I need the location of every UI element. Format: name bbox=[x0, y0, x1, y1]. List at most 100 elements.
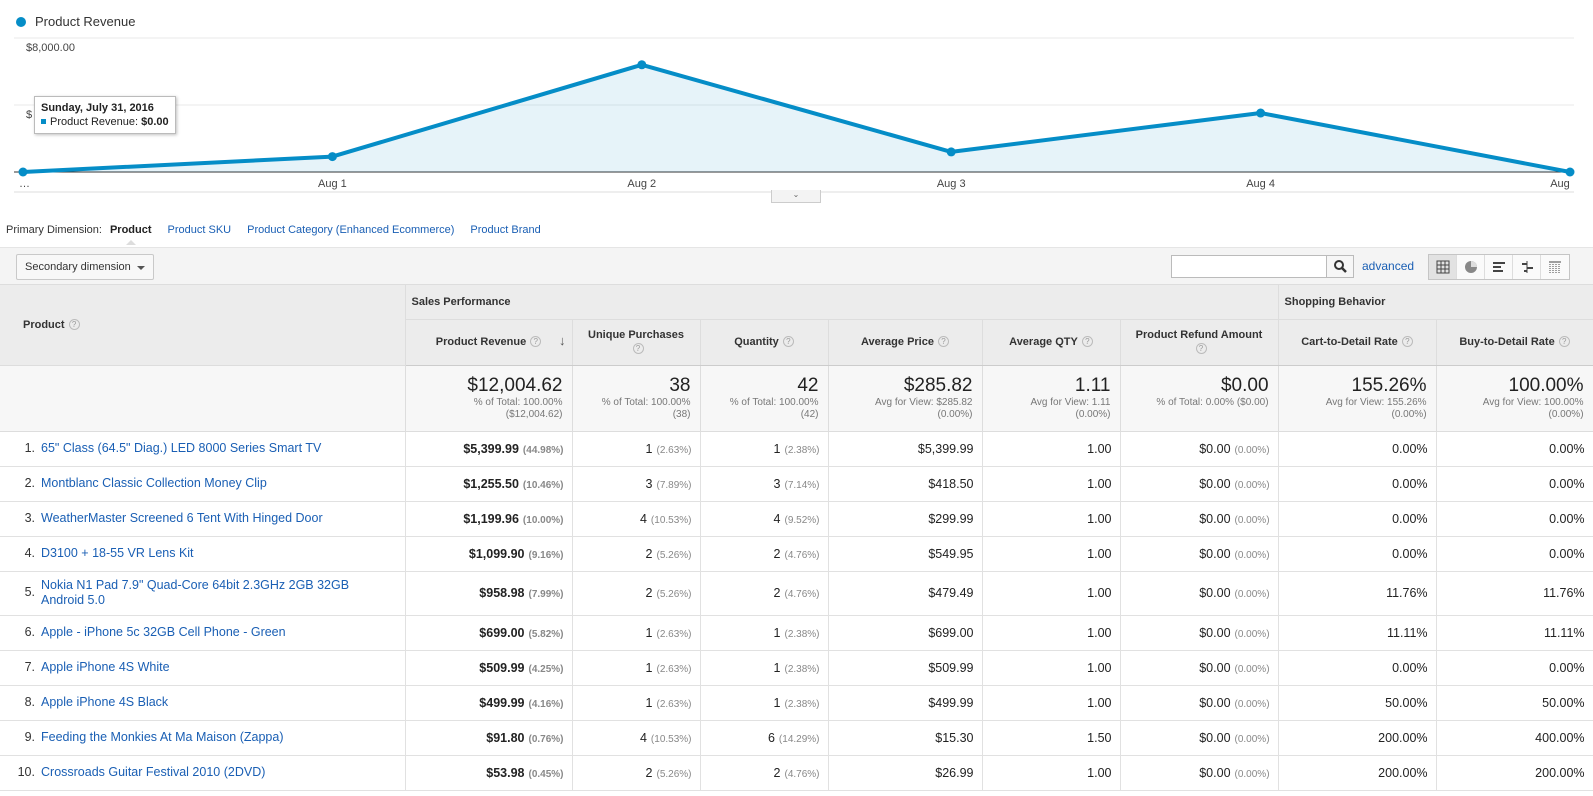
x-tick-label: Aug 2 bbox=[627, 178, 656, 190]
unique-pct: (5.26%) bbox=[656, 589, 692, 600]
table-row: 4. D3100 + 18-55 VR Lens Kit $1,099.90 (9.1… bbox=[0, 536, 1593, 572]
series-area bbox=[23, 64, 1570, 172]
refund-value: $0.00 bbox=[1199, 546, 1231, 561]
col-average-price-label: Average Price bbox=[861, 336, 934, 348]
primary-dimension-product-brand[interactable]: Product Brand bbox=[470, 224, 541, 236]
series-points bbox=[18, 60, 1575, 177]
primary-dimension-product[interactable]: Product bbox=[109, 224, 152, 245]
buy-rate-cell: 0.00% bbox=[1436, 501, 1593, 537]
view-bar-button[interactable] bbox=[1485, 255, 1513, 279]
avg-qty-cell: 1.00 bbox=[982, 501, 1121, 537]
revenue-value: $699.00 bbox=[479, 625, 525, 640]
help-icon[interactable]: ? bbox=[1401, 336, 1413, 347]
view-comparison-button[interactable] bbox=[1513, 255, 1541, 279]
col-quantity[interactable]: Quantity? bbox=[700, 319, 829, 366]
product-link[interactable]: Nokia N1 Pad 7.9" Quad-Core 64bit 2.3GHz… bbox=[41, 578, 350, 607]
unique-value: 4 bbox=[639, 730, 647, 745]
totals-avg-qty-value: 1.11 bbox=[1074, 374, 1111, 396]
cart-rate-cell: 0.00% bbox=[1278, 501, 1437, 537]
column-header-row: Product Revenue? ↓ Unique Purchases? Quan… bbox=[0, 319, 1593, 366]
col-average-price[interactable]: Average Price? bbox=[828, 319, 983, 366]
revenue-pct: (10.00%) bbox=[522, 514, 564, 526]
data-point[interactable] bbox=[18, 167, 28, 177]
data-point[interactable] bbox=[637, 60, 647, 70]
revenue-cell: $699.00 (5.82%) bbox=[405, 615, 573, 651]
view-pivot-button[interactable] bbox=[1541, 255, 1569, 279]
table-row: 10. Crossroads Guitar Festival 2010 (2DVD… bbox=[0, 755, 1593, 791]
totals-refund-value: $0.00 bbox=[1220, 374, 1269, 396]
sort-descending-icon[interactable]: ↓ bbox=[559, 332, 566, 348]
totals-qty-sub2: (42) bbox=[800, 408, 819, 420]
unique-cell: 1 (2.63%) bbox=[572, 431, 701, 467]
unique-value: 3 bbox=[645, 476, 653, 491]
data-point[interactable] bbox=[327, 152, 337, 162]
revenue-pct: (10.46%) bbox=[522, 479, 564, 491]
x-tick-label: Aug bbox=[1550, 178, 1570, 190]
legend-label: Product Revenue bbox=[35, 14, 136, 29]
totals-avg-price-value: $285.82 bbox=[903, 374, 973, 396]
qty-pct: (4.76%) bbox=[784, 549, 820, 561]
product-link[interactable]: Apple iPhone 4S Black bbox=[41, 695, 169, 710]
unique-value: 1 bbox=[645, 625, 653, 640]
qty-value: 1 bbox=[773, 660, 781, 675]
table-search-input[interactable] bbox=[1171, 255, 1327, 278]
col-product-refund-amount[interactable]: Product Refund Amount? bbox=[1120, 319, 1279, 366]
buy-rate-cell: 0.00% bbox=[1436, 650, 1593, 686]
primary-dimension-product-sku[interactable]: Product SKU bbox=[167, 224, 232, 236]
col-product-revenue[interactable]: Product Revenue? ↓ bbox=[405, 319, 573, 366]
product-link[interactable]: Crossroads Guitar Festival 2010 (2DVD) bbox=[41, 765, 266, 780]
col-cart-to-detail-rate-label: Cart-to-Detail Rate bbox=[1301, 336, 1398, 348]
buy-rate-cell: 11.11% bbox=[1436, 615, 1593, 651]
product-cell: 6. Apple - iPhone 5c 32GB Cell Phone - Gr… bbox=[0, 615, 406, 651]
product-link[interactable]: 65" Class (64.5" Diag.) LED 8000 Series … bbox=[41, 441, 322, 456]
x-tick-labels: … Aug 1 Aug 2 Aug 3 Aug 4 Aug bbox=[19, 178, 1570, 190]
advanced-filter-link[interactable]: advanced bbox=[1362, 259, 1415, 273]
view-table-button[interactable] bbox=[1429, 255, 1457, 279]
product-link[interactable]: Montblanc Classic Collection Money Clip bbox=[41, 476, 267, 491]
product-link[interactable]: WeatherMaster Screened 6 Tent With Hinge… bbox=[41, 511, 323, 526]
help-icon[interactable]: ? bbox=[1558, 336, 1570, 347]
product-cell: 4. D3100 + 18-55 VR Lens Kit bbox=[0, 536, 406, 572]
col-product-header[interactable]: Product? bbox=[0, 285, 406, 366]
product-link[interactable]: Apple iPhone 4S White bbox=[41, 660, 170, 675]
help-icon[interactable]: ? bbox=[530, 336, 542, 347]
primary-dimension-product-category[interactable]: Product Category (Enhanced Ecommerce) bbox=[247, 224, 455, 236]
unique-pct: (5.26%) bbox=[656, 549, 692, 561]
help-icon[interactable]: ? bbox=[937, 336, 949, 347]
unique-cell: 4 (10.53%) bbox=[572, 720, 701, 756]
primary-dimension-label: Primary Dimension: bbox=[6, 224, 102, 236]
refund-value: $0.00 bbox=[1199, 695, 1231, 710]
col-cart-to-detail-rate[interactable]: Cart-to-Detail Rate? bbox=[1278, 319, 1437, 366]
chart-collapse-toggle[interactable]: ⌄ bbox=[771, 190, 821, 203]
cart-rate-cell: 0.00% bbox=[1278, 536, 1437, 572]
product-link[interactable]: D3100 + 18-55 VR Lens Kit bbox=[41, 546, 194, 561]
qty-pct: (2.38%) bbox=[784, 698, 820, 710]
data-point[interactable] bbox=[1256, 108, 1266, 118]
cart-rate-cell: 0.00% bbox=[1278, 431, 1437, 467]
help-icon[interactable]: ? bbox=[68, 318, 80, 330]
table-row: 7. Apple iPhone 4S White $509.99 (4.25%) 1 (2… bbox=[0, 650, 1593, 686]
data-point[interactable] bbox=[1565, 167, 1575, 177]
cart-rate-cell: 50.00% bbox=[1278, 685, 1437, 721]
totals-cart-sub2: (0.00%) bbox=[1391, 408, 1427, 420]
help-icon[interactable]: ? bbox=[632, 343, 644, 354]
view-pie-button[interactable] bbox=[1457, 255, 1485, 279]
refund-pct: (0.00%) bbox=[1234, 768, 1270, 780]
chart-legend[interactable]: Product Revenue bbox=[16, 14, 135, 29]
data-point[interactable] bbox=[946, 147, 956, 157]
tooltip-value: $0.00 bbox=[141, 116, 169, 128]
col-quantity-label: Quantity bbox=[734, 336, 779, 348]
secondary-dimension-dropdown[interactable]: Secondary dimension bbox=[16, 254, 154, 280]
revenue-cell: $1,255.50 (10.46%) bbox=[405, 466, 573, 502]
help-icon[interactable]: ? bbox=[1195, 343, 1207, 354]
col-unique-purchases[interactable]: Unique Purchases? bbox=[572, 319, 701, 366]
col-buy-to-detail-rate[interactable]: Buy-to-Detail Rate? bbox=[1436, 319, 1593, 366]
product-link[interactable]: Feeding the Monkies At Ma Maison (Zappa) bbox=[41, 730, 284, 745]
refund-cell: $0.00 (0.00%) bbox=[1120, 755, 1279, 791]
search-button[interactable] bbox=[1326, 255, 1354, 278]
col-average-qty[interactable]: Average QTY? bbox=[982, 319, 1121, 366]
help-icon[interactable]: ? bbox=[782, 336, 794, 347]
refund-cell: $0.00 (0.00%) bbox=[1120, 536, 1279, 572]
help-icon[interactable]: ? bbox=[1081, 336, 1093, 347]
product-link[interactable]: Apple - iPhone 5c 32GB Cell Phone - Gree… bbox=[41, 625, 286, 640]
